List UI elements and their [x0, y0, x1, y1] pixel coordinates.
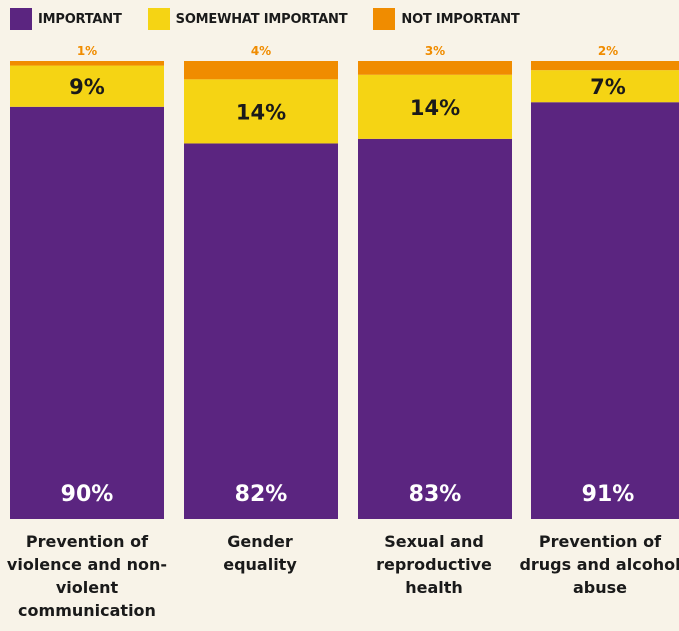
bar-gender-equality-not-important	[184, 61, 338, 80]
data-label-sexual-health-somewhat-important: 14%	[410, 96, 460, 120]
legend-item-not-important: NOT IMPORTANT	[373, 8, 520, 30]
bar-violence-prevention-not-important	[10, 61, 164, 66]
bar-drugs-prevention-important	[531, 102, 679, 519]
bar-drugs-prevention-somewhat-important	[531, 70, 679, 103]
legend-item-somewhat-important: SOMEWHAT IMPORTANT	[147, 8, 348, 30]
data-label-drugs-prevention-important: 91%	[582, 482, 635, 507]
legend-label-not-important: NOT IMPORTANT	[401, 11, 520, 27]
category-label-sexual-health: Sexual and reproductive health	[376, 532, 492, 597]
legend-swatch-important	[10, 8, 32, 30]
bar-violence-prevention-important	[10, 106, 164, 520]
data-label-drugs-prevention-not-important: 2%	[598, 44, 618, 58]
data-label-violence-prevention-not-important: 1%	[77, 44, 97, 58]
bar-gender-equality-important	[184, 143, 338, 519]
data-label-sexual-health-not-important: 3%	[425, 44, 445, 58]
data-label-gender-equality-important: 82%	[235, 482, 288, 507]
legend-swatch-somewhat-important	[147, 8, 170, 30]
chart-legend: IMPORTANT SOMEWHAT IMPORTANT NOT IMPORTA…	[10, 8, 546, 30]
data-label-drugs-prevention-somewhat-important: 7%	[590, 75, 626, 99]
bar-violence-prevention-somewhat-important	[10, 65, 164, 107]
category-label-drugs-prevention: Prevention of drugs and alcohol abuse	[519, 532, 679, 597]
data-label-violence-prevention-important: 90%	[61, 482, 114, 507]
legend-label-important: IMPORTANT	[38, 11, 122, 27]
data-label-gender-equality-not-important: 4%	[251, 44, 271, 58]
data-label-violence-prevention-somewhat-important: 9%	[69, 75, 105, 99]
bar-sexual-health-somewhat-important	[358, 74, 512, 139]
legend-swatch-not-important	[373, 8, 396, 30]
category-label-violence-prevention: Prevention of violence and non-violent c…	[6, 532, 168, 620]
bar-sexual-health-not-important	[358, 61, 512, 75]
bar-sexual-health-important	[358, 138, 512, 520]
category-label-gender-equality: Gender equality	[223, 532, 297, 574]
bar-drugs-prevention-not-important	[531, 61, 679, 71]
legend-item-important: IMPORTANT	[10, 8, 122, 30]
data-label-sexual-health-important: 83%	[409, 482, 462, 507]
bar-gender-equality-somewhat-important	[184, 79, 338, 144]
data-label-gender-equality-somewhat-important: 14%	[236, 100, 286, 124]
legend-label-somewhat-important: SOMEWHAT IMPORTANT	[175, 11, 348, 27]
